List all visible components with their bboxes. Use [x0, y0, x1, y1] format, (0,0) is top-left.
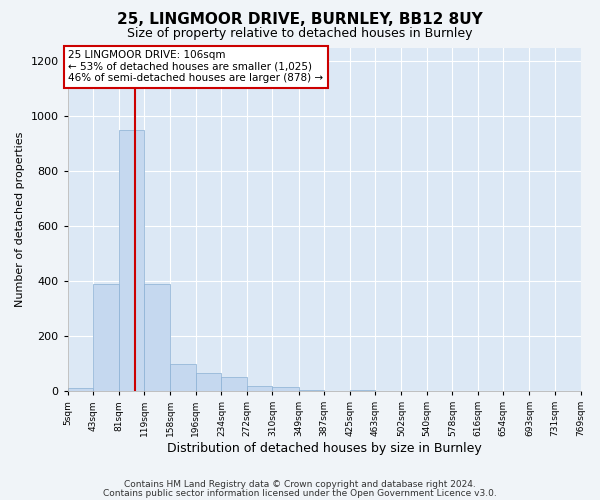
Text: 25, LINGMOOR DRIVE, BURNLEY, BB12 8UY: 25, LINGMOOR DRIVE, BURNLEY, BB12 8UY [117, 12, 483, 28]
Bar [196, 373, 221, 391]
Bar [68, 388, 93, 391]
Text: Contains public sector information licensed under the Open Government Licence v3: Contains public sector information licen… [103, 488, 497, 498]
Text: 25 LINGMOOR DRIVE: 106sqm
← 53% of detached houses are smaller (1,025)
46% of se: 25 LINGMOOR DRIVE: 106sqm ← 53% of detac… [68, 50, 323, 84]
Y-axis label: Number of detached properties: Number of detached properties [15, 132, 25, 307]
X-axis label: Distribution of detached houses by size in Burnley: Distribution of detached houses by size … [167, 442, 481, 455]
Bar [350, 390, 375, 391]
Bar [119, 130, 144, 391]
Bar [144, 284, 170, 391]
Bar [272, 387, 299, 391]
Bar [247, 386, 272, 391]
Text: Size of property relative to detached houses in Burnley: Size of property relative to detached ho… [127, 28, 473, 40]
Bar [93, 284, 119, 391]
Bar [170, 364, 196, 391]
Bar [221, 378, 247, 391]
Bar [299, 390, 324, 391]
Text: Contains HM Land Registry data © Crown copyright and database right 2024.: Contains HM Land Registry data © Crown c… [124, 480, 476, 489]
